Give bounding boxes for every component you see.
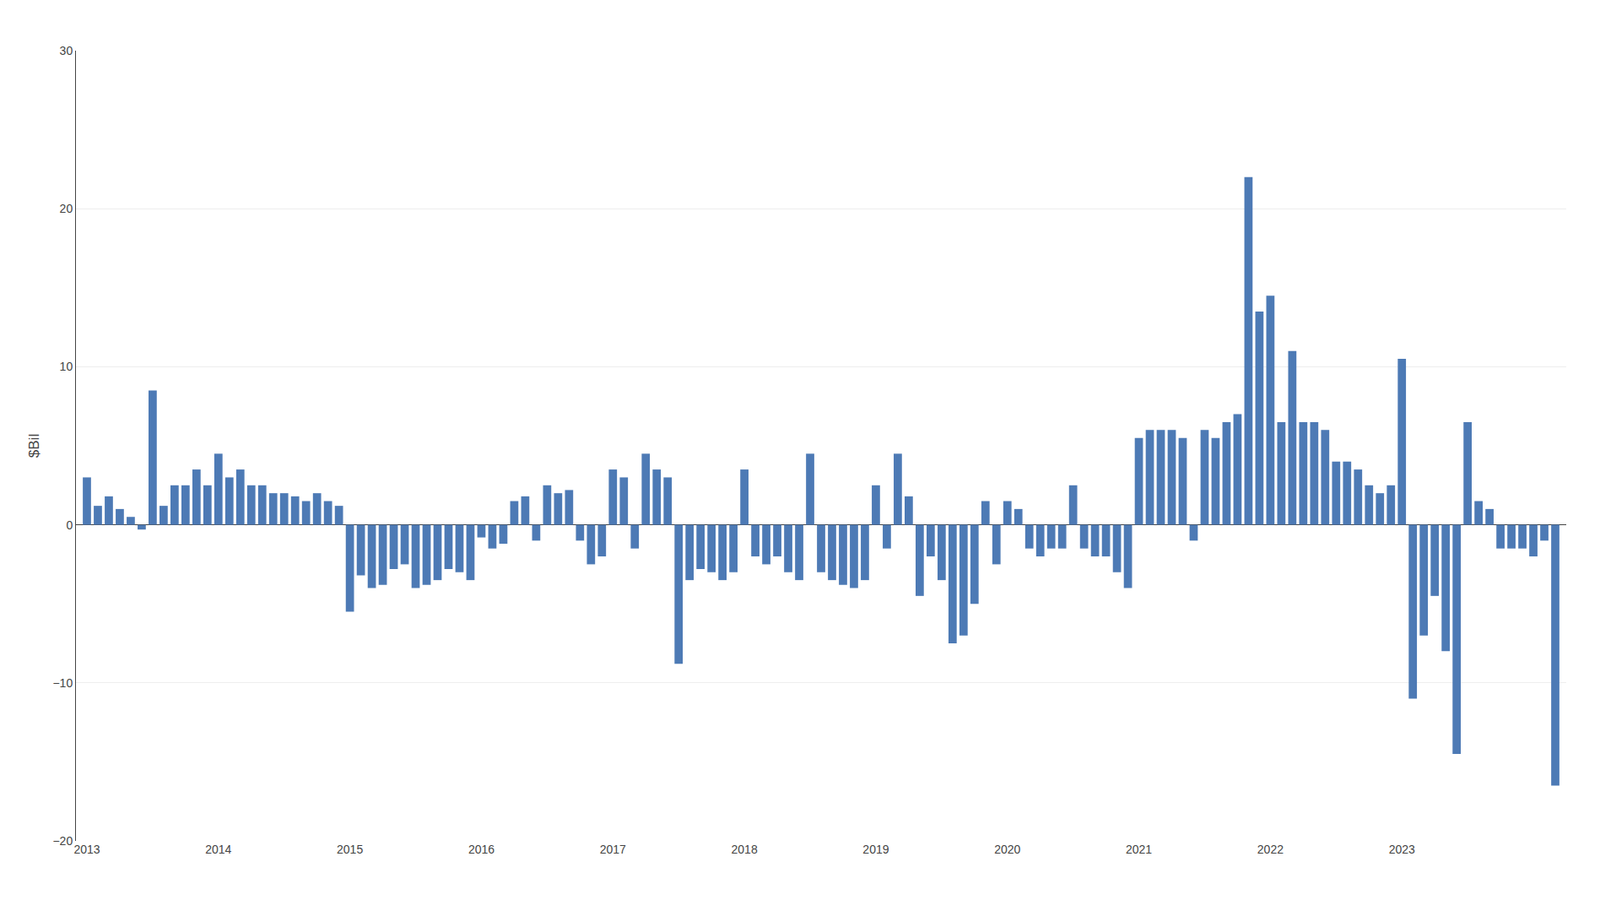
svg-text:2017: 2017 <box>600 842 627 856</box>
svg-text:2013: 2013 <box>73 842 100 856</box>
svg-text:2016: 2016 <box>468 842 495 856</box>
svg-text:−20: −20 <box>52 833 73 848</box>
svg-text:2015: 2015 <box>336 842 363 856</box>
svg-text:2021: 2021 <box>1125 842 1152 856</box>
svg-text:2019: 2019 <box>862 842 889 856</box>
svg-text:10: 10 <box>59 359 74 373</box>
svg-text:−10: −10 <box>52 675 73 690</box>
svg-text:0: 0 <box>65 518 73 532</box>
svg-text:2020: 2020 <box>994 842 1021 856</box>
svg-text:2014: 2014 <box>205 842 232 856</box>
svg-text:2022: 2022 <box>1257 842 1284 856</box>
svg-text:2023: 2023 <box>1389 842 1416 856</box>
svg-text:2018: 2018 <box>731 842 758 856</box>
svg-text:$Bil: $Bil <box>26 433 43 458</box>
svg-text:20: 20 <box>59 201 74 216</box>
svg-text:30: 30 <box>59 43 74 58</box>
